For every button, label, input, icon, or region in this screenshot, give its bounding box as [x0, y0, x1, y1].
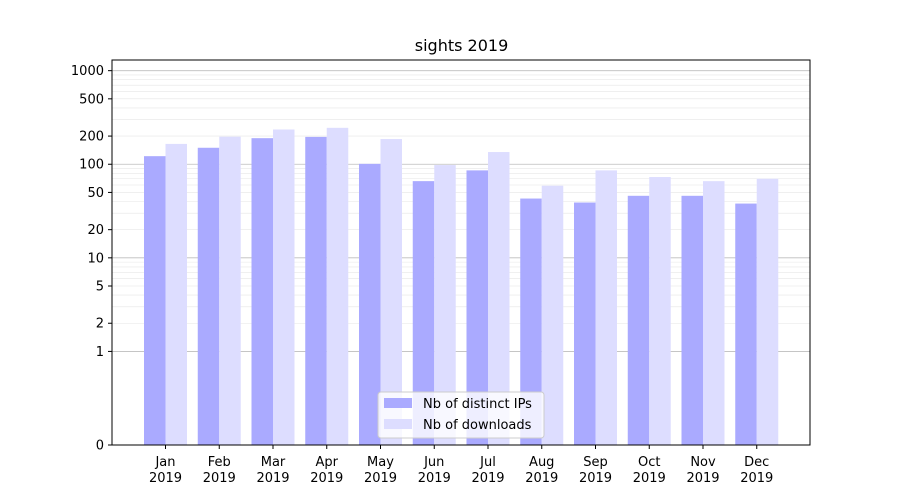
bar-distinct-ips: [251, 138, 273, 446]
y-tick-label: 10: [87, 251, 104, 266]
bar-downloads: [649, 177, 671, 446]
x-tick-label-year: 2019: [256, 471, 289, 486]
x-tick-label-month: Aug: [529, 455, 554, 470]
plot-frame: [111, 59, 811, 446]
x-tick-label-month: Sep: [583, 455, 608, 470]
legend-label: Nb of distinct IPs: [423, 397, 532, 412]
x-tick-label-month: Mar: [261, 455, 286, 470]
y-tick-label: 50: [87, 186, 104, 201]
x-tick-label-year: 2019: [471, 471, 504, 486]
x-tick-label-year: 2019: [203, 471, 236, 486]
x-tick-label-year: 2019: [740, 471, 773, 486]
bars: [144, 127, 779, 446]
bar-distinct-ips: [359, 163, 381, 445]
y-tick-label: 100: [79, 158, 104, 173]
x-tick-label-year: 2019: [633, 471, 666, 486]
y-axis-ticks: 0 1 2 5 10 20 50 100 200 500 1000: [71, 64, 112, 454]
x-axis-ticks: Jan2019Feb2019Mar2019Apr2019May2019Jun20…: [149, 445, 773, 486]
bar-distinct-ips: [197, 147, 220, 445]
bar-distinct-ips: [144, 156, 166, 445]
x-tick-label-year: 2019: [525, 471, 558, 486]
y-tick-label: 500: [79, 92, 104, 107]
x-tick-label-month: Jul: [479, 455, 496, 470]
x-tick-label-year: 2019: [149, 471, 182, 486]
bar-distinct-ips: [412, 181, 435, 445]
x-tick-label-month: Apr: [316, 455, 339, 470]
x-tick-label-month: Nov: [690, 455, 716, 470]
legend-swatch: [384, 419, 412, 429]
bar-distinct-ips: [627, 195, 650, 445]
bar-distinct-ips: [305, 136, 327, 446]
y-tick-label: 1: [96, 345, 104, 360]
x-tick-label-year: 2019: [364, 471, 397, 486]
bar-downloads: [326, 127, 349, 445]
bar-downloads: [165, 143, 187, 445]
bar-distinct-ips: [520, 198, 542, 445]
x-tick-label-month: Feb: [208, 455, 231, 470]
legend: Nb of distinct IPs Nb of downloads: [377, 391, 545, 439]
bar-downloads: [756, 178, 779, 446]
bar-downloads: [703, 181, 725, 445]
x-tick-label-month: Jun: [423, 455, 444, 470]
x-tick-label-year: 2019: [686, 471, 719, 486]
bar-distinct-ips: [735, 203, 757, 445]
bar-downloads: [541, 185, 564, 446]
bar-distinct-ips: [466, 170, 488, 445]
bar-downloads: [380, 139, 402, 445]
legend-box: [377, 391, 545, 439]
x-tick-label-year: 2019: [418, 471, 451, 486]
x-tick-label-year: 2019: [310, 471, 343, 486]
y-tick-label: 200: [79, 130, 104, 145]
chart-title: sights 2019: [415, 36, 509, 55]
legend-swatch: [384, 398, 412, 408]
x-tick-label-month: Jan: [154, 455, 175, 470]
bar-downloads: [434, 165, 456, 445]
bar-downloads: [273, 129, 295, 445]
bar-distinct-ips: [681, 195, 703, 445]
bar-distinct-ips: [574, 202, 596, 445]
x-tick-label-month: Oct: [638, 455, 660, 470]
y-tick-label: 2: [96, 317, 104, 332]
y-tick-label: 1000: [71, 64, 104, 79]
y-tick-label: 20: [87, 223, 104, 238]
x-tick-label-year: 2019: [579, 471, 612, 486]
bar-downloads: [219, 136, 241, 445]
bar-downloads: [595, 170, 617, 445]
legend-label: Nb of downloads: [423, 418, 532, 433]
x-tick-label-month: Dec: [744, 455, 769, 470]
y-tick-label: 0: [96, 439, 104, 454]
bar-downloads: [488, 152, 510, 445]
x-tick-label-month: May: [367, 455, 394, 470]
y-tick-label: 5: [96, 280, 104, 295]
